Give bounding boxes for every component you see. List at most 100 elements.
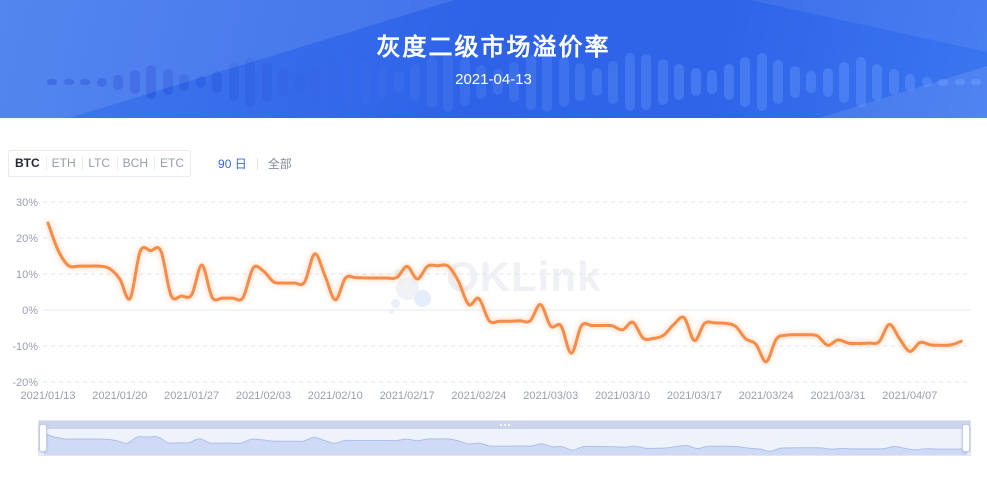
wave-bar bbox=[245, 57, 255, 107]
premium-line-chart[interactable]: 30% 20% 10% 0% -10% -20%2021/01/13 2021/01/20 2… bbox=[0, 193, 987, 408]
datazoom-left-handle[interactable] bbox=[39, 424, 47, 452]
wave-bar bbox=[228, 63, 239, 101]
wave-bar bbox=[756, 53, 767, 111]
wave-bar bbox=[212, 71, 222, 93]
wave-bar bbox=[195, 76, 206, 88]
wave-bar bbox=[360, 60, 371, 104]
wave-bar bbox=[47, 79, 57, 85]
watermark-bubble bbox=[389, 309, 394, 314]
watermark-text: OKLink bbox=[446, 253, 602, 300]
wave-bar bbox=[707, 70, 717, 94]
wave-bar bbox=[855, 57, 866, 107]
x-axis-label: 2021/03/24 bbox=[739, 390, 794, 402]
wave-bar bbox=[690, 68, 701, 96]
wave-bar bbox=[261, 62, 272, 102]
wave-bar bbox=[839, 61, 849, 103]
watermark-bubble bbox=[394, 269, 401, 276]
wave-bar bbox=[575, 63, 585, 101]
wave-bar bbox=[96, 77, 107, 87]
wave-bar bbox=[905, 73, 915, 91]
range-all-button[interactable]: 全部 bbox=[267, 157, 292, 171]
x-axis-label: 2021/04/07 bbox=[882, 390, 937, 402]
wave-bar bbox=[789, 66, 800, 98]
x-axis-label: 2021/01/13 bbox=[20, 390, 75, 402]
watermark-bubble bbox=[396, 277, 419, 300]
watermark-bubble bbox=[414, 290, 431, 307]
wave-bar bbox=[608, 60, 618, 104]
wave-bar bbox=[377, 66, 387, 98]
wave-bar bbox=[591, 68, 602, 96]
watermark-bubble bbox=[391, 299, 400, 308]
wave-bar bbox=[641, 54, 651, 110]
tab-etc[interactable]: ETC bbox=[154, 151, 190, 176]
chart-controls: BTC ETH LTC BCH ETC 90 日 全部 bbox=[8, 150, 292, 177]
wave-bar bbox=[872, 63, 882, 101]
tab-bch[interactable]: BCH bbox=[116, 151, 154, 176]
x-axis-label: 2021/03/31 bbox=[810, 390, 865, 402]
wave-bar bbox=[426, 56, 437, 108]
y-axis-label: 20% bbox=[16, 233, 38, 245]
tab-ltc[interactable]: LTC bbox=[81, 151, 117, 176]
wave-bar bbox=[938, 78, 948, 86]
y-axis-label: 0% bbox=[22, 305, 38, 317]
wave-bar bbox=[80, 79, 90, 85]
wave-bar bbox=[773, 60, 783, 104]
tab-btc[interactable]: BTC bbox=[15, 156, 40, 170]
x-axis-label: 2021/01/27 bbox=[164, 390, 219, 402]
mini-area-fill bbox=[44, 433, 967, 455]
wave-bar bbox=[888, 69, 899, 95]
wave-bar bbox=[459, 58, 470, 106]
wave-bar bbox=[294, 72, 305, 92]
mini-area-line bbox=[43, 433, 967, 452]
wave-bar bbox=[492, 69, 503, 95]
wave-bar bbox=[558, 57, 569, 107]
x-axis-label: 2021/02/03 bbox=[236, 390, 291, 402]
wave-bar bbox=[674, 64, 684, 100]
chart-area: OKLink 30% 20% 10% 0% -10% -20% 2021/01/13 2021… bbox=[0, 193, 987, 408]
wave-bar bbox=[162, 69, 173, 95]
wave-bar bbox=[657, 59, 668, 105]
report-date: 2021-04-13 bbox=[455, 71, 532, 88]
wave-bar bbox=[740, 57, 750, 107]
wave-bar bbox=[311, 66, 321, 98]
range-switch: 90 日 全部 bbox=[218, 155, 292, 172]
datazoom-right-handle[interactable] bbox=[962, 424, 970, 452]
waveform-decoration bbox=[0, 0, 987, 118]
x-axis-label: 2021/01/20 bbox=[92, 390, 147, 402]
wave-bar bbox=[410, 64, 420, 100]
wave-bar bbox=[129, 70, 140, 94]
x-axis-label: 2021/03/10 bbox=[595, 390, 650, 402]
wave-bar bbox=[63, 79, 74, 85]
x-axis-label: 2021/02/24 bbox=[451, 390, 506, 402]
datazoom-slider[interactable] bbox=[38, 420, 971, 456]
wave-bar bbox=[624, 53, 635, 111]
x-axis-label: 2021/02/10 bbox=[308, 390, 363, 402]
wave-bar bbox=[971, 79, 981, 85]
wave-bar bbox=[525, 54, 536, 110]
wave-bar bbox=[344, 53, 354, 111]
wave-bar bbox=[921, 77, 932, 87]
wave-bar bbox=[954, 79, 965, 85]
x-axis-label: 2021/03/03 bbox=[523, 390, 578, 402]
datazoom-grip-dots[interactable] bbox=[503, 424, 506, 426]
y-axis-label: -10% bbox=[12, 341, 38, 353]
wave-bar bbox=[822, 67, 833, 97]
wave-bar bbox=[393, 71, 404, 93]
wave-bar bbox=[443, 52, 453, 112]
wave-bar bbox=[278, 68, 288, 96]
y-axis-label: -20% bbox=[12, 377, 38, 389]
wave-bar bbox=[113, 74, 123, 90]
coin-tabs: BTC ETH LTC BCH ETC bbox=[8, 150, 192, 177]
datazoom-mini-chart bbox=[43, 433, 967, 455]
x-axis-label: 2021/02/17 bbox=[380, 390, 435, 402]
oklink-watermark: OKLink bbox=[389, 253, 640, 328]
page-title: 灰度二级市场溢价率 bbox=[376, 34, 611, 61]
header-banner: 灰度二级市场溢价率 2021-04-13 bbox=[0, 0, 987, 118]
wave-bar bbox=[509, 62, 519, 102]
range-divider bbox=[256, 157, 258, 170]
wave-bar bbox=[179, 73, 189, 91]
tab-eth[interactable]: ETH bbox=[45, 151, 82, 176]
range-90d-button[interactable]: 90 日 bbox=[218, 157, 247, 171]
wave-bar bbox=[146, 65, 156, 99]
